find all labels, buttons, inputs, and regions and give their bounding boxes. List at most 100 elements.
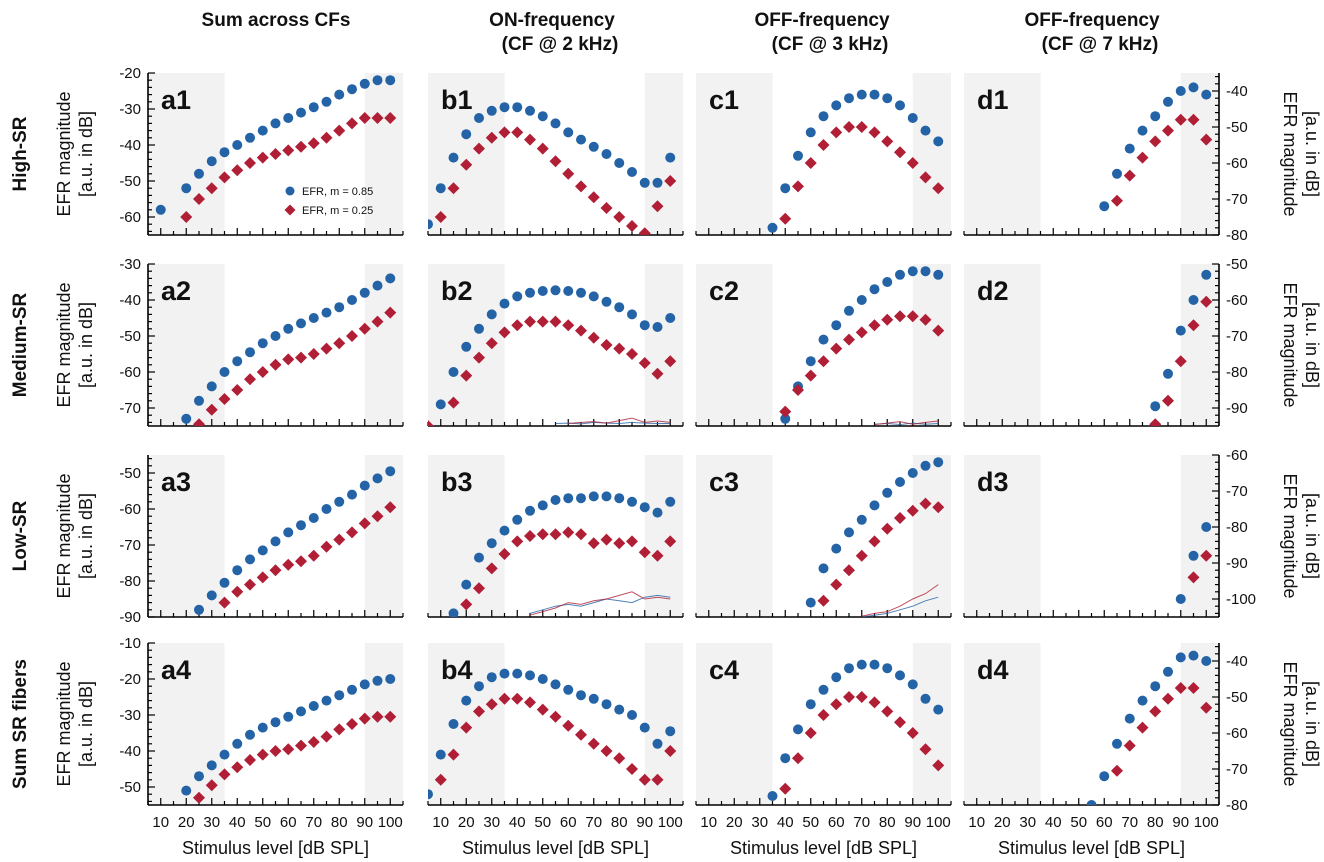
shaded-region: [148, 643, 225, 805]
point-m025: [792, 384, 804, 396]
y-tick-label: -80: [1226, 227, 1248, 244]
point-m025: [1162, 692, 1174, 705]
point-m025: [638, 773, 651, 786]
point-m025: [231, 761, 244, 774]
point-m085: [194, 395, 204, 406]
point-m085: [461, 695, 472, 706]
shaded-region: [644, 264, 683, 426]
point-m025: [536, 142, 549, 155]
y-tick-label: -90: [1226, 400, 1248, 417]
point-m085: [1175, 652, 1186, 663]
point-m085: [831, 672, 842, 683]
point-m025: [256, 151, 269, 164]
point-m025: [868, 126, 881, 139]
point-m025: [562, 167, 575, 180]
point-m085: [614, 302, 625, 313]
point-m025: [536, 703, 549, 716]
point-m025: [524, 315, 536, 328]
point-m085: [435, 183, 446, 194]
point-m025: [575, 324, 587, 337]
data-layer: [1099, 82, 1213, 212]
data-layer: [181, 273, 397, 426]
legend: EFR, m = 0.85 EFR, m = 0.25: [284, 186, 373, 217]
point-m025: [1174, 682, 1187, 694]
point-m085: [767, 222, 778, 233]
point-m025: [779, 405, 792, 418]
point-m085: [347, 489, 357, 500]
point-m025: [779, 212, 792, 225]
point-m025: [1123, 169, 1136, 182]
y-tick-label: -60: [1226, 725, 1248, 742]
x-tick-label: 10: [700, 814, 717, 831]
point-m025: [282, 144, 295, 157]
point-m025: [855, 549, 868, 562]
x-tick-label: 30: [751, 814, 768, 831]
x-tick-label: 80: [879, 814, 896, 831]
point-m025: [384, 710, 397, 723]
y-axis-label: EFR magnitude: [1280, 661, 1300, 786]
x-axis-label: Stimulus level [dB SPL]: [730, 838, 917, 858]
panel-label: a4: [161, 655, 191, 685]
shaded-region: [1180, 73, 1219, 235]
point-m025: [613, 752, 626, 765]
panel-label: b3: [441, 467, 473, 497]
trace-line: [555, 421, 671, 425]
point-m025: [256, 571, 269, 584]
point-m085: [588, 491, 599, 502]
point-m025: [282, 353, 295, 366]
point-m085: [627, 710, 637, 720]
point-m085: [428, 219, 433, 230]
point-m025: [932, 501, 945, 514]
data-layer: [428, 668, 677, 800]
column-titles: Sum across CFs ON-frequency (CF @ 2 kHz) OF…: [202, 10, 1160, 55]
point-m025: [447, 182, 460, 195]
point-m025: [447, 748, 460, 761]
point-m085: [232, 738, 243, 749]
point-m085: [283, 323, 294, 334]
point-m085: [793, 724, 803, 735]
panel-label: d2: [977, 276, 1009, 306]
y-axis-label: EFR magnitude: [1280, 282, 1300, 407]
point-m085: [627, 496, 637, 507]
point-m085: [601, 491, 612, 502]
point-m085: [882, 487, 893, 498]
point-m025: [587, 191, 600, 204]
shaded-region: [912, 264, 951, 426]
point-m085: [385, 273, 396, 284]
point-m025: [371, 315, 384, 328]
point-m025: [428, 420, 434, 426]
point-m085: [665, 152, 676, 163]
point-m025: [511, 692, 524, 705]
point-m025: [231, 384, 244, 396]
point-m025: [193, 193, 205, 205]
point-m025: [333, 124, 346, 137]
point-m025: [473, 582, 485, 595]
point-m085: [435, 399, 446, 410]
y-tick-label: -40: [1226, 83, 1248, 100]
panel-d2: -90 -80 -70 -60 -50 EFR magnitude [a.u. in dB]…: [963, 256, 1322, 427]
point-m085: [614, 493, 625, 504]
point-m025: [600, 202, 613, 214]
point-m025: [894, 310, 906, 323]
y-axis-unit: [a.u. in dB]: [1302, 302, 1322, 388]
point-m085: [627, 167, 637, 177]
y-axis-unit: [a.u. in dB]: [76, 681, 96, 767]
point-m025: [881, 313, 894, 326]
point-m085: [257, 545, 268, 556]
point-m025: [817, 355, 830, 368]
point-m085: [920, 125, 931, 136]
shaded-region: [1180, 455, 1219, 617]
point-m085: [639, 320, 650, 331]
point-m025: [562, 526, 575, 539]
point-m085: [206, 760, 217, 771]
data-layer: [181, 674, 397, 804]
point-m025: [664, 355, 677, 368]
point-m025: [269, 148, 282, 160]
point-m025: [307, 348, 320, 360]
point-m025: [651, 773, 664, 786]
point-m025: [1123, 739, 1136, 752]
point-m085: [576, 134, 586, 145]
point-m085: [882, 93, 893, 104]
point-m085: [257, 125, 268, 136]
